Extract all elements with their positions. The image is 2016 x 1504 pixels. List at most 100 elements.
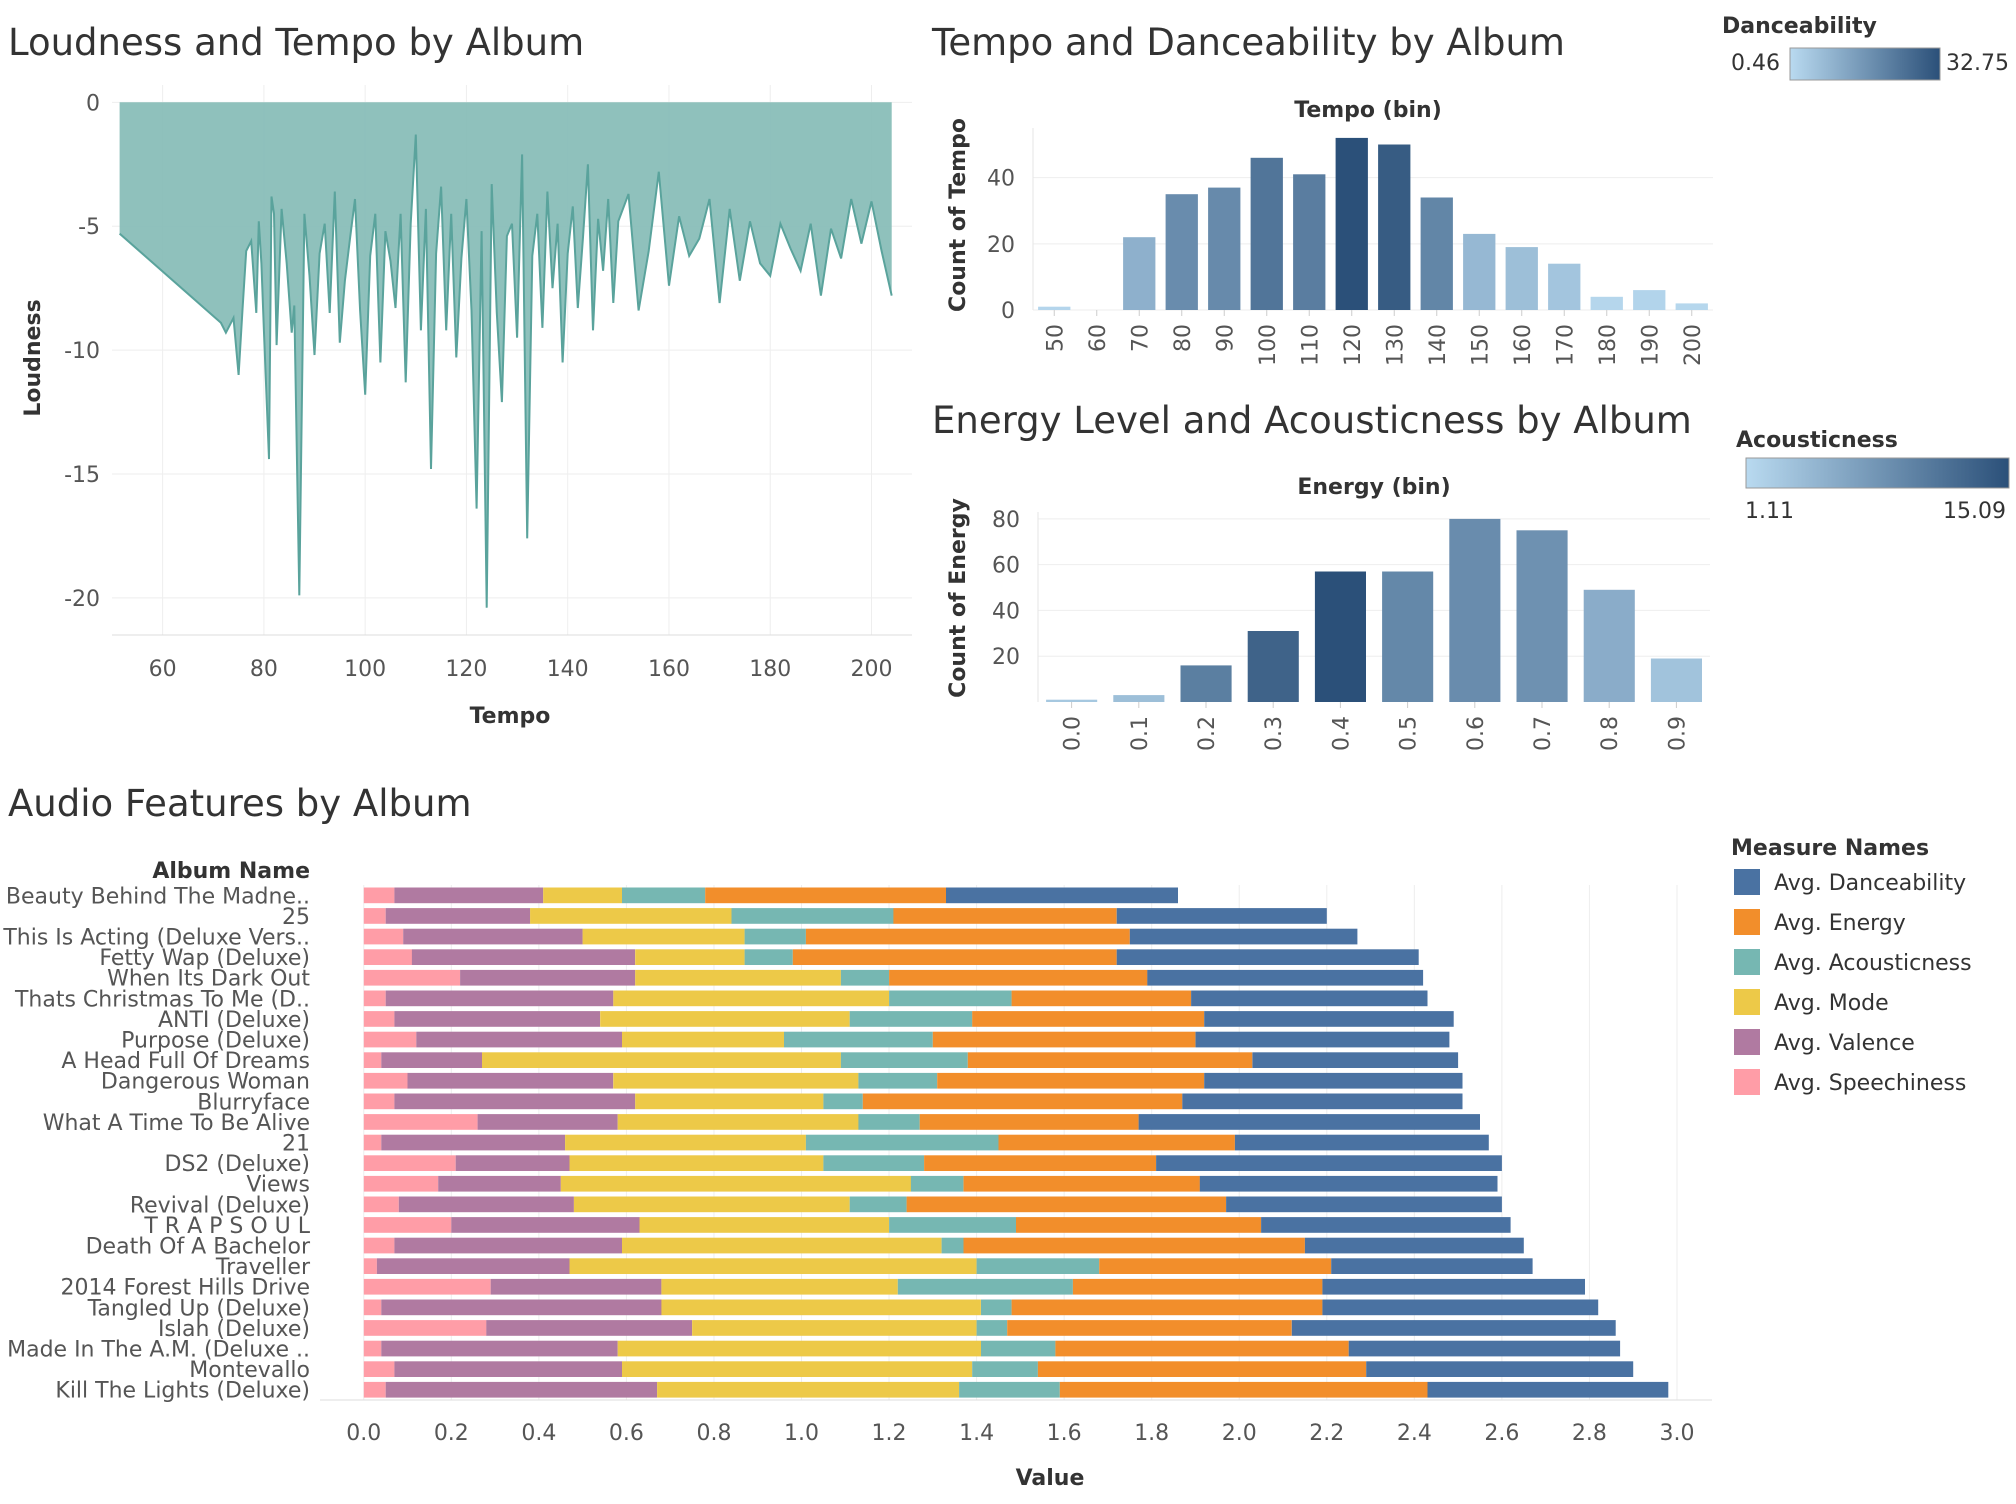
album-name-label: Kill The Lights (Deluxe) <box>55 1379 310 1404</box>
album-name-label: Views <box>246 1173 310 1198</box>
audio-bar-avg-speechiness <box>363 949 412 965</box>
loudness-area-chart: Tempo Loudness 60 80 100 120 140 160 180 200 0 -5… <box>21 85 912 729</box>
legend-swatch-avg-energy <box>1734 909 1760 935</box>
audio-bar-avg-valence <box>486 1320 692 1336</box>
audio-bar-avg-energy <box>919 1114 1139 1130</box>
audio-bar-avg-danceability <box>1147 969 1424 986</box>
audio-bar-avg-energy <box>963 1175 1200 1192</box>
audio-bar-avg-speechiness <box>363 1011 395 1027</box>
energy-x-tick-label: 0.4 <box>1329 716 1354 751</box>
loudness-x-tick-label: 160 <box>648 657 690 682</box>
audio-bar-avg-acousticness <box>823 1155 925 1171</box>
legend-label-avg-acousticness: Avg. Acousticness <box>1774 951 1972 976</box>
tempo-bar-140 <box>1420 197 1453 310</box>
audio-x-tick-label: 2.6 <box>1484 1421 1519 1446</box>
audio-bar-avg-speechiness <box>363 1320 487 1336</box>
audio-bar-avg-acousticness <box>784 1031 933 1048</box>
album-name-label: Blurryface <box>197 1090 310 1115</box>
audio-bar-avg-energy <box>1016 1217 1262 1233</box>
audio-bar-avg-energy <box>1007 1320 1292 1336</box>
audio-bar-avg-acousticness <box>858 1114 920 1130</box>
audio-x-tick-label: 2.4 <box>1397 1421 1432 1446</box>
audio-bar-avg-acousticness <box>889 1217 1016 1233</box>
audio-bar-avg-speechiness <box>363 1237 395 1254</box>
tempo-x-tick-label: 120 <box>1341 324 1366 366</box>
audio-bar-avg-valence <box>451 1217 640 1233</box>
audio-bar-avg-mode <box>573 1196 850 1213</box>
audio-bar-avg-energy <box>1037 1361 1367 1377</box>
album-name-label: Purpose (Deluxe) <box>121 1029 310 1054</box>
audio-bar-avg-danceability <box>1138 1114 1480 1130</box>
tempo-x-tick-label: 90 <box>1213 324 1238 352</box>
audio-bar-avg-mode <box>635 949 745 965</box>
legend-swatch-avg-danceability <box>1734 869 1760 895</box>
audio-bar-avg-mode <box>661 1299 981 1316</box>
audio-bar-avg-valence <box>394 1093 636 1110</box>
tempo-x-tick-label: 110 <box>1298 324 1323 366</box>
audio-bar-avg-energy <box>792 949 1117 965</box>
audio-bar-avg-mode <box>622 1361 973 1377</box>
album-name-label: Made In The A.M. (Deluxe .. <box>7 1338 310 1363</box>
audio-bar-avg-energy <box>1072 1278 1323 1295</box>
audio-bar-avg-acousticness <box>849 1011 973 1027</box>
audio-bar-avg-mode <box>582 928 745 945</box>
audio-x-tick-label: 2.2 <box>1309 1421 1344 1446</box>
audio-bar-avg-mode <box>482 1052 841 1068</box>
audio-x-axis-label: Value <box>1016 1466 1085 1491</box>
album-name-label: What A Time To Be Alive <box>43 1111 310 1136</box>
audio-bar-avg-speechiness <box>363 1381 386 1398</box>
energy-bar-0-5 <box>1382 571 1434 702</box>
audio-bar-avg-energy <box>893 908 1117 924</box>
audio-bar-avg-valence <box>398 1196 574 1213</box>
tempo-x-tick-label: 160 <box>1511 324 1536 366</box>
audio-bar-avg-mode <box>635 1093 824 1110</box>
tempo-x-tick-label: 60 <box>1086 324 1111 352</box>
album-name-label: 25 <box>282 905 310 930</box>
audio-bar-avg-danceability <box>1348 1340 1621 1357</box>
album-name-label: When Its Dark Out <box>107 967 310 992</box>
audio-bar-avg-valence <box>394 1011 601 1027</box>
legend-label-avg-mode: Avg. Mode <box>1774 991 1889 1016</box>
audio-x-tick-label: 3.0 <box>1659 1421 1694 1446</box>
energy-y-tick-label: 20 <box>992 645 1020 670</box>
tempo-y-axis-label: Count of Tempo <box>946 118 971 312</box>
audio-bar-avg-acousticness <box>744 928 806 945</box>
tempo-chart-title: Tempo and Danceability by Album <box>931 21 1565 64</box>
audio-bar-avg-valence <box>455 1155 570 1171</box>
tempo-x-tick-label: 80 <box>1171 324 1196 352</box>
audio-bar-avg-valence <box>381 1052 482 1068</box>
loudness-x-tick-label: 100 <box>344 657 386 682</box>
tempo-x-tick-label: 100 <box>1256 324 1281 366</box>
tempo-y-tick-label: 40 <box>987 167 1015 192</box>
loudness-x-tick-label: 200 <box>850 657 892 682</box>
audio-bar-avg-acousticness <box>976 1320 1008 1336</box>
audio-bar-avg-valence <box>394 1361 622 1377</box>
audio-bar-avg-valence <box>438 1175 561 1192</box>
energy-x-tick-label: 0.8 <box>1598 716 1623 751</box>
audio-bar-avg-speechiness <box>363 969 461 986</box>
audio-bar-avg-valence <box>381 1340 618 1357</box>
tempo-x-tick-label: 150 <box>1468 324 1493 366</box>
audio-bar-avg-speechiness <box>363 1093 395 1110</box>
tempo-legend-color-ramp <box>1789 47 1941 81</box>
tempo-x-tick-label: 190 <box>1638 324 1663 366</box>
album-name-label: Death Of A Bachelor <box>86 1235 311 1260</box>
audio-bar-avg-energy <box>889 969 1148 986</box>
audio-bar-avg-acousticness <box>910 1175 964 1192</box>
audio-bar-avg-danceability <box>946 887 1178 904</box>
energy-x-tick-label: 0.9 <box>1665 716 1690 751</box>
audio-bar-avg-speechiness <box>363 928 404 945</box>
audio-bar-avg-acousticness <box>959 1381 1060 1398</box>
audio-bar-avg-danceability <box>1226 1196 1502 1213</box>
audio-bar-avg-acousticness <box>823 1093 863 1110</box>
loudness-y-tick-label: -5 <box>78 215 100 240</box>
audio-bar-avg-speechiness <box>363 1052 382 1068</box>
audio-bar-avg-speechiness <box>363 1217 452 1233</box>
legend-label-avg-speechiness: Avg. Speechiness <box>1774 1071 1966 1096</box>
legend-swatch-avg-valence <box>1734 1029 1760 1055</box>
audio-bar-avg-speechiness <box>363 1196 399 1213</box>
audio-bar-avg-speechiness <box>363 887 395 904</box>
danceability-legend-max: 32.75 <box>1946 51 2009 76</box>
tempo-bar-90 <box>1208 187 1241 310</box>
audio-bar-avg-speechiness <box>363 908 386 924</box>
